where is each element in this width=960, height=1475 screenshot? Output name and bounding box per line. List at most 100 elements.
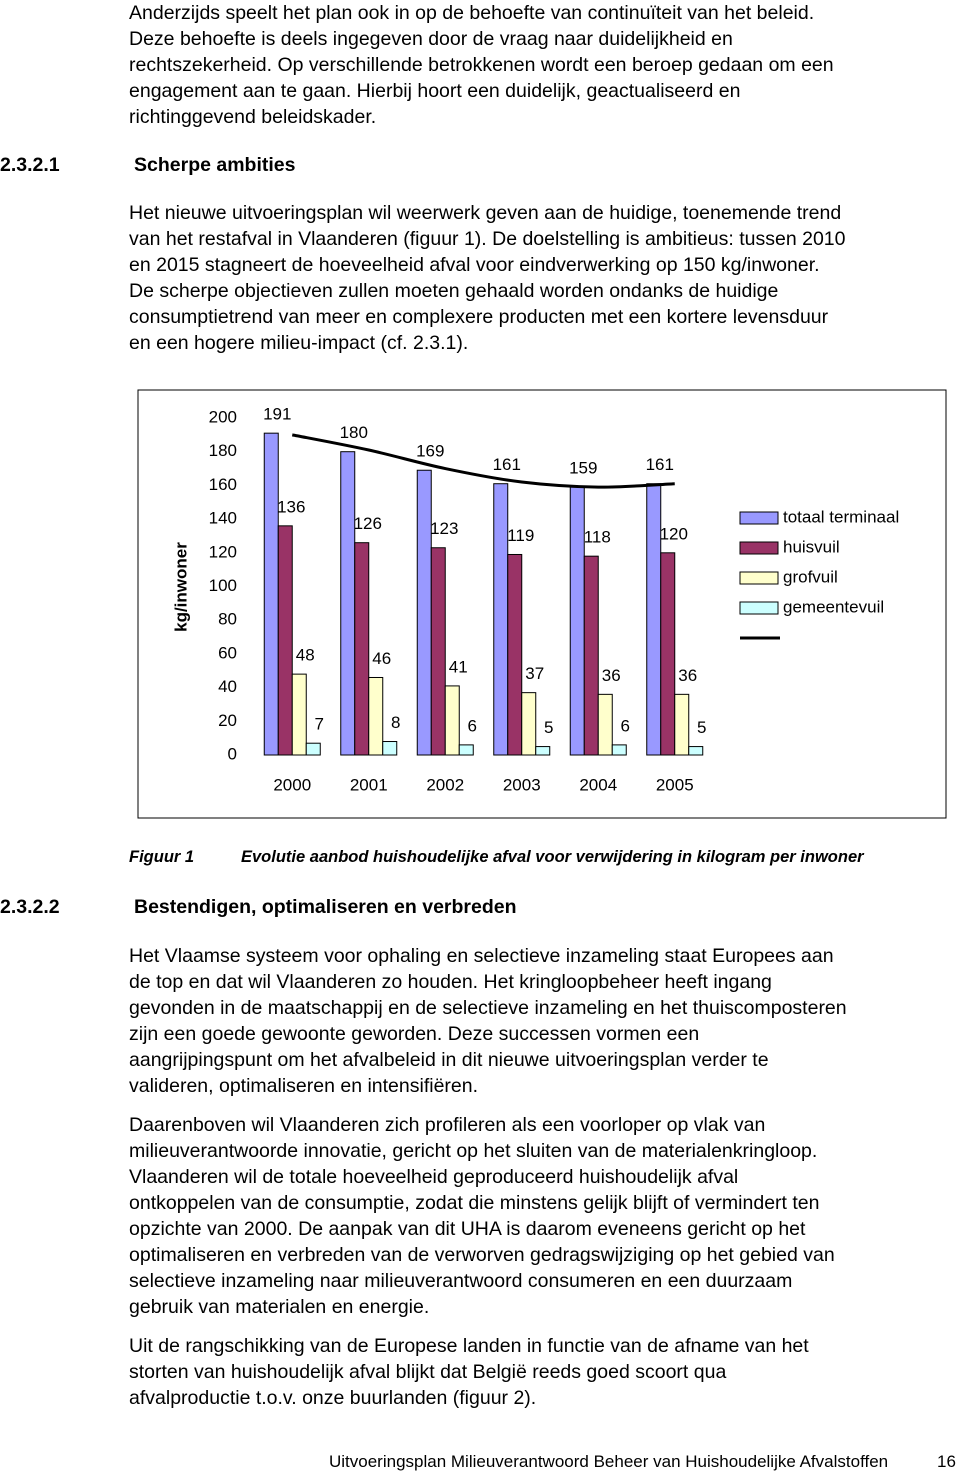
data-label: 7 [315, 715, 324, 734]
section-number: 2.3.2.2 [0, 896, 60, 918]
y-tick-label: 60 [218, 643, 237, 662]
x-tick-label: 2001 [350, 775, 388, 794]
bar [263, 432, 279, 756]
text-line: Uit de rangschikking van de Europese lan… [129, 1335, 809, 1357]
y-tick-label: 20 [218, 711, 237, 730]
page-number: 16 [937, 1452, 956, 1471]
bar [507, 553, 523, 756]
text-line: gebruik van materialen en energie. [129, 1296, 430, 1318]
data-label: 126 [354, 514, 382, 533]
text-line: selectieve inzameling naar milieuverantw… [129, 1270, 793, 1292]
trend-line [291, 433, 675, 489]
y-tick-label: 120 [209, 542, 237, 561]
y-tick-label: 140 [209, 509, 237, 528]
text-line: milieuverantwoorde innovatie, gericht op… [129, 1140, 818, 1162]
text-line: Het Vlaamse systeem voor ophaling en sel… [129, 945, 834, 967]
text-line: storten van huishoudelijk afval blijkt d… [129, 1361, 727, 1383]
text-line: zijn een goede gewoonte geworden. Deze s… [129, 1023, 700, 1045]
bar [277, 525, 293, 756]
bar [416, 469, 432, 756]
x-tick-label: 2002 [426, 775, 464, 794]
bar [569, 486, 585, 756]
text-line: optimaliseren en verbreden van de verwor… [129, 1244, 835, 1266]
y-tick-label: 100 [209, 576, 237, 595]
data-label: 159 [569, 459, 597, 478]
bar [382, 741, 398, 756]
legend-swatch [739, 601, 779, 615]
section-number: 2.3.2.1 [0, 154, 60, 176]
data-label: 169 [416, 442, 444, 461]
x-tick-label: 2005 [656, 775, 694, 794]
text-line: afvalproductie t.o.v. onze buurlanden (f… [129, 1387, 537, 1409]
legend-label: huisvuil [783, 537, 840, 556]
bar [674, 693, 690, 756]
data-label: 36 [602, 666, 621, 685]
figure-caption: Evolutie aanbod huishoudelijke afval voo… [241, 848, 864, 866]
data-label: 161 [493, 455, 521, 474]
data-label: 120 [660, 524, 688, 543]
bar [535, 746, 551, 756]
text-line: richtinggevend beleidskader. [129, 106, 377, 128]
y-tick-label: 160 [209, 475, 237, 494]
x-tick-label: 2003 [503, 775, 541, 794]
text-line: Anderzijds speelt het plan ook in op de … [129, 2, 815, 24]
footer-text: Uitvoeringsplan Milieuverantwoord Beheer… [329, 1452, 889, 1471]
text-line: aangrijpingspunt om het afvalbeleid in d… [129, 1049, 769, 1071]
legend-label: grofvuil [783, 567, 838, 586]
bar [354, 542, 370, 756]
data-label: 180 [340, 423, 368, 442]
text-line: gevonden in de maatschappij en de select… [129, 997, 847, 1019]
section-title: Scherpe ambities [134, 154, 296, 176]
bar [291, 673, 307, 756]
data-label: 6 [468, 716, 477, 735]
legend-label: gemeentevuil [783, 597, 884, 616]
text-line: ontkoppelen van de consumptie, zodat die… [129, 1192, 820, 1214]
bar [521, 692, 537, 756]
bar [611, 744, 627, 756]
legend-swatch [739, 511, 779, 525]
text-line: rechtszekerheid. Op verschillende betrok… [129, 54, 834, 76]
data-label: 136 [277, 497, 305, 516]
bar [583, 555, 599, 756]
data-label: 37 [525, 664, 544, 683]
legend-swatch [739, 541, 779, 555]
data-label: 36 [678, 666, 697, 685]
data-label: 8 [391, 713, 400, 732]
y-tick-label: 0 [228, 744, 237, 763]
text-line: opzichte van 2000. De aanpak van dit UHA… [129, 1218, 806, 1240]
legend-label: totaal terminaal [783, 507, 899, 526]
bar [340, 451, 356, 756]
text-line: en een hogere milieu-impact (cf. 2.3.1). [129, 332, 469, 354]
bar [597, 693, 613, 756]
y-tick-label: 80 [218, 610, 237, 629]
bar [493, 483, 509, 756]
bar [368, 676, 384, 756]
data-label: 48 [296, 646, 315, 665]
text-line: De scherpe objectieven zullen moeten geh… [129, 280, 779, 302]
bar [430, 547, 446, 756]
data-label: 123 [430, 519, 458, 538]
legend-swatch [739, 571, 779, 585]
bar [688, 746, 704, 756]
section-title: Bestendigen, optimaliseren en verbreden [134, 896, 517, 918]
y-tick-label: 200 [209, 407, 237, 426]
data-label: 6 [621, 716, 630, 735]
text-line: de top en dat wil Vlaanderen zo houden. … [129, 971, 772, 993]
bar [444, 685, 460, 756]
text-line: Het nieuwe uitvoeringsplan wil weerwerk … [129, 202, 842, 224]
data-label: 41 [449, 657, 468, 676]
chart-frame [137, 389, 947, 819]
text-line: valideren, optimaliseren en intensifiëre… [129, 1075, 479, 1097]
text-line: consumptietrend van meer en complexere p… [129, 306, 829, 328]
figure-label: Figuur 1 [129, 848, 195, 866]
data-label: 119 [507, 526, 534, 545]
data-label: 5 [697, 718, 706, 737]
data-label: 5 [544, 718, 553, 737]
y-tick-label: 40 [218, 677, 237, 696]
y-tick-label: 180 [209, 441, 237, 460]
data-label: 46 [372, 649, 391, 668]
y-axis-label: kg/inwoner [171, 542, 190, 632]
data-label: 191 [263, 405, 291, 424]
